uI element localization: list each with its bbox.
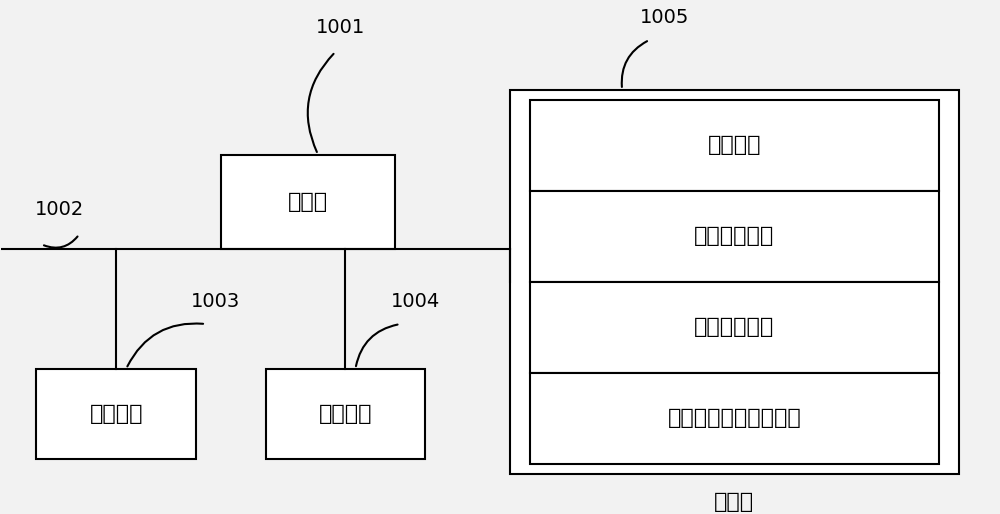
Text: 存储器: 存储器 [714, 491, 754, 511]
Text: 网络接口: 网络接口 [319, 404, 372, 424]
Text: 1004: 1004 [391, 291, 440, 310]
Text: 充电剩余时间确定程序: 充电剩余时间确定程序 [667, 408, 801, 428]
Text: 处理器: 处理器 [288, 192, 328, 212]
Bar [510, 90, 959, 473]
Text: 1001: 1001 [316, 19, 365, 38]
Bar [221, 155, 395, 249]
Bar [530, 191, 939, 282]
Bar [530, 373, 939, 464]
Bar [530, 282, 939, 373]
Text: 用户接口: 用户接口 [89, 404, 143, 424]
Text: 1002: 1002 [35, 200, 84, 219]
Text: 网络通信模块: 网络通信模块 [694, 226, 774, 246]
Text: 用户接口模块: 用户接口模块 [694, 317, 774, 337]
Bar [266, 369, 425, 458]
Bar [530, 100, 939, 191]
Text: 1005: 1005 [640, 8, 689, 27]
Text: 1003: 1003 [191, 291, 240, 310]
Text: 操作系统: 操作系统 [708, 135, 761, 155]
Bar [36, 369, 196, 458]
